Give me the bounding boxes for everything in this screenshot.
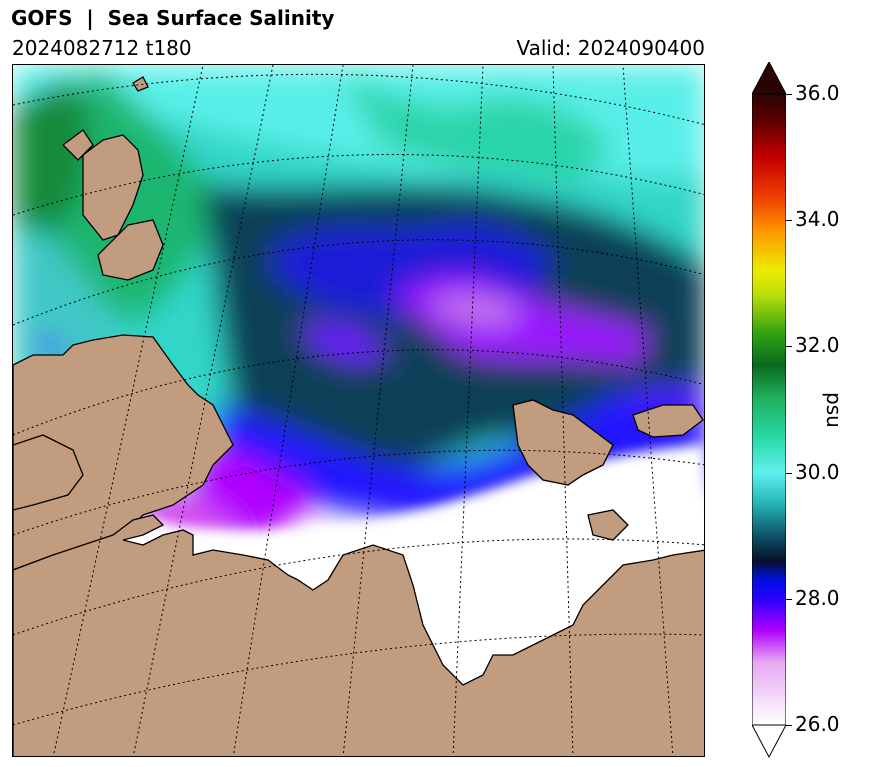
land-masses <box>13 76 704 756</box>
colorbar-tick-label: 30.0 <box>795 459 840 484</box>
franz-josef-2 <box>97 219 164 281</box>
island-small-2 <box>132 76 149 92</box>
colorbar-tick-label: 26.0 <box>795 712 840 736</box>
colorbar-tick-label: 34.0 <box>795 207 840 232</box>
colorbar-under-triangle <box>752 724 786 758</box>
map-panel[interactable] <box>12 64 705 757</box>
island-east <box>632 404 704 438</box>
colorbar-over-triangle <box>752 62 786 95</box>
colorbar-tick-mark <box>786 725 792 726</box>
colorbar-tick-mark <box>786 346 792 348</box>
franz-josef-1 <box>82 134 144 241</box>
colorbar-body <box>752 93 786 726</box>
figure-title: GOFS | Sea Surface Salinity <box>11 6 335 30</box>
colorbar-tick-label: 28.0 <box>795 585 840 610</box>
colorbar-tick-mark <box>786 598 792 600</box>
severnaya-zemlya <box>512 399 614 486</box>
run-label: 2024082712 t180 <box>12 36 192 60</box>
franz-josef-3 <box>62 129 94 161</box>
colorbar-tick-mark <box>786 220 792 222</box>
valid-time-label: Valid: 2024090400 <box>516 36 705 60</box>
colorbar-tick-label: 36.0 <box>795 81 840 105</box>
taymyr-peninsula <box>13 434 84 511</box>
colorbar-tick-mark <box>786 472 792 474</box>
salinity-colorbar <box>752 62 786 758</box>
island-small-1 <box>587 509 629 541</box>
colorbar-unit-label: psu <box>822 392 846 428</box>
colorbar-tick-mark <box>786 94 792 95</box>
graticule <box>13 65 704 756</box>
colorbar-tick-label: 32.0 <box>795 333 840 358</box>
salinity-map <box>13 65 704 756</box>
